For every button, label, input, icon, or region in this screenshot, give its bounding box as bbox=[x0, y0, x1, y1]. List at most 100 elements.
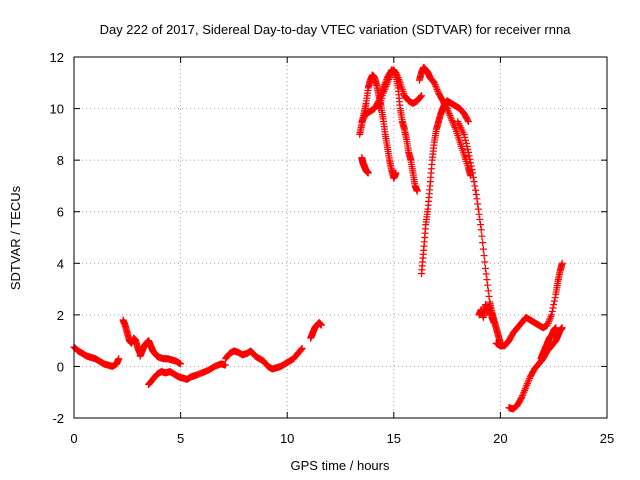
data-point bbox=[470, 178, 478, 186]
data-point bbox=[445, 108, 453, 116]
data-point bbox=[481, 258, 489, 266]
data-point bbox=[383, 81, 391, 89]
series-seg14 bbox=[475, 301, 498, 327]
data-point bbox=[547, 313, 555, 321]
data-point bbox=[479, 245, 487, 253]
x-tick-label: 5 bbox=[177, 431, 184, 446]
series-seg4 bbox=[145, 360, 229, 388]
data-point bbox=[521, 386, 529, 394]
x-tick-label: 0 bbox=[70, 431, 77, 446]
data-point bbox=[463, 142, 471, 150]
data-point bbox=[482, 270, 490, 278]
data-point bbox=[413, 187, 421, 195]
data-point bbox=[464, 116, 472, 124]
data-point bbox=[476, 215, 484, 223]
data-point bbox=[443, 105, 451, 113]
y-tick-label: 6 bbox=[57, 205, 64, 220]
data-point bbox=[518, 392, 526, 400]
data-point bbox=[464, 145, 472, 153]
data-point bbox=[484, 287, 492, 295]
data-point bbox=[297, 346, 305, 354]
data-point bbox=[298, 344, 306, 352]
data-point bbox=[416, 93, 424, 101]
data-point bbox=[379, 89, 387, 97]
data-point bbox=[446, 111, 454, 119]
data-point bbox=[558, 324, 566, 332]
chart-title: Day 222 of 2017, Sidereal Day-to-day VTE… bbox=[100, 22, 572, 37]
y-tick-label: 2 bbox=[57, 308, 64, 323]
data-point bbox=[521, 385, 529, 393]
data-point bbox=[483, 276, 491, 284]
data-point bbox=[544, 319, 552, 327]
data-point bbox=[447, 115, 455, 123]
data-point bbox=[433, 86, 441, 94]
data-point bbox=[467, 159, 475, 167]
data-point bbox=[451, 123, 459, 131]
data-point bbox=[478, 232, 486, 240]
data-point bbox=[545, 316, 553, 324]
plot-frame bbox=[73, 56, 608, 419]
data-point bbox=[432, 82, 440, 90]
data-point bbox=[520, 388, 528, 396]
series-seg3 bbox=[136, 337, 185, 368]
data-point bbox=[466, 155, 474, 163]
data-point bbox=[518, 393, 526, 401]
series-seg6 bbox=[307, 319, 325, 342]
y-tick-label: 10 bbox=[50, 102, 64, 117]
data-point bbox=[473, 195, 481, 203]
data-point bbox=[364, 169, 372, 177]
data-point bbox=[432, 84, 440, 92]
data-point bbox=[221, 361, 229, 369]
x-tick-label: 10 bbox=[280, 431, 294, 446]
y-axis-label: SDTVAR / TECUs bbox=[8, 185, 23, 290]
data-point bbox=[464, 117, 472, 125]
data-point bbox=[480, 252, 488, 260]
data-point bbox=[383, 79, 391, 87]
x-tick-label: 15 bbox=[387, 431, 401, 446]
data-point bbox=[549, 304, 557, 312]
data-point bbox=[317, 321, 325, 329]
y-tick-label: -2 bbox=[52, 411, 64, 426]
data-point bbox=[545, 318, 553, 326]
series-seg5 bbox=[221, 344, 306, 373]
data-point bbox=[467, 162, 475, 170]
data-point bbox=[523, 381, 531, 389]
data-point bbox=[462, 136, 470, 144]
x-axis-label: GPS time / hours bbox=[291, 458, 390, 473]
data-point bbox=[115, 355, 123, 363]
data-point bbox=[475, 210, 483, 218]
y-tick-label: 4 bbox=[57, 256, 64, 271]
data-point bbox=[524, 378, 532, 386]
data-point bbox=[548, 307, 556, 315]
data-point bbox=[464, 148, 472, 156]
data-point bbox=[548, 311, 556, 319]
series-seg11 bbox=[418, 97, 472, 278]
data-point bbox=[526, 374, 534, 382]
x-tick-label: 20 bbox=[493, 431, 507, 446]
data-point bbox=[177, 360, 185, 368]
data-point bbox=[381, 84, 389, 92]
y-tick-label: 0 bbox=[57, 359, 64, 374]
data-point bbox=[550, 301, 558, 309]
data-point bbox=[442, 103, 450, 111]
data-point bbox=[546, 314, 554, 322]
data-point bbox=[469, 173, 477, 181]
data-point bbox=[462, 139, 470, 147]
data-point bbox=[550, 297, 558, 305]
data-point bbox=[469, 169, 477, 177]
data-point bbox=[448, 117, 456, 125]
data-point bbox=[477, 226, 485, 234]
data-point bbox=[479, 239, 487, 247]
data-point bbox=[382, 82, 390, 90]
data-point bbox=[472, 191, 480, 199]
data-point bbox=[417, 93, 425, 101]
data-point bbox=[522, 383, 530, 391]
data-point bbox=[468, 166, 476, 174]
data-point bbox=[431, 81, 439, 89]
data-point bbox=[543, 321, 551, 329]
series-seg15 bbox=[492, 259, 566, 350]
axis-ticks: 0 5 10 15 20 25 -2 0 2 4 6 8 10 12 bbox=[50, 50, 615, 446]
data-point bbox=[484, 281, 492, 289]
data-point bbox=[558, 259, 566, 267]
data-point bbox=[447, 113, 455, 121]
